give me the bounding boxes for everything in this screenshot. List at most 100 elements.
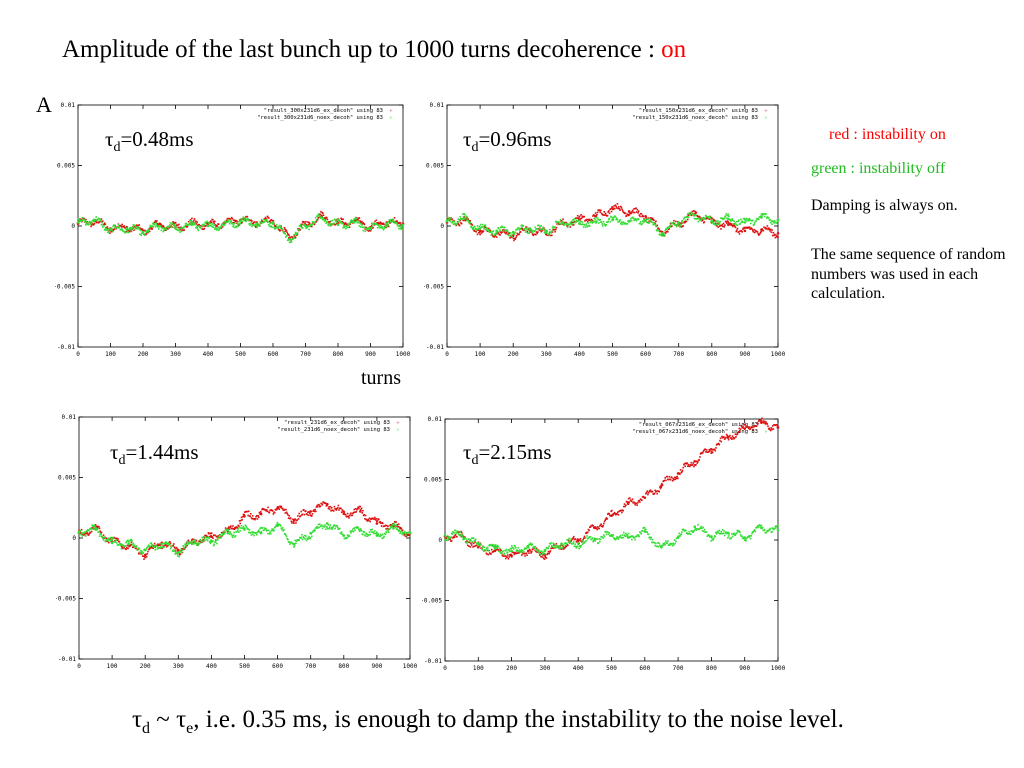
legend-entry: "result_231d6_ex_decoh" using 83 xyxy=(284,420,390,426)
marker xyxy=(579,218,582,220)
marker xyxy=(360,530,363,532)
marker xyxy=(207,224,210,227)
marker xyxy=(704,448,707,450)
marker xyxy=(541,556,544,558)
marker xyxy=(77,220,80,223)
marker xyxy=(621,534,624,536)
marker xyxy=(347,535,350,538)
marker xyxy=(230,216,233,219)
marker xyxy=(157,543,159,545)
marker xyxy=(671,544,674,547)
marker xyxy=(107,228,110,231)
legend-entry: "result_300x231d6_noex_decoh" using 83 xyxy=(257,115,383,121)
marker xyxy=(342,218,344,220)
marker xyxy=(216,539,219,541)
marker xyxy=(502,555,505,557)
marker xyxy=(324,524,326,526)
marker xyxy=(558,546,561,548)
marker xyxy=(482,230,485,232)
marker xyxy=(105,229,107,231)
marker xyxy=(133,224,136,227)
marker xyxy=(129,228,131,231)
marker xyxy=(586,218,588,221)
marker xyxy=(589,221,592,224)
marker xyxy=(604,214,606,216)
marker xyxy=(641,529,644,532)
marker xyxy=(728,223,731,226)
data-point xyxy=(693,525,697,528)
marker xyxy=(614,204,617,207)
marker xyxy=(117,223,120,226)
marker xyxy=(389,219,391,221)
marker xyxy=(617,538,620,540)
marker xyxy=(721,528,724,531)
marker xyxy=(133,229,135,232)
data-point xyxy=(375,522,379,525)
marker xyxy=(667,540,669,542)
marker xyxy=(238,531,240,533)
marker xyxy=(213,222,215,224)
marker xyxy=(288,238,290,240)
legend-entry: "result_231d6_noex_decoh" using 83 xyxy=(277,427,390,433)
marker xyxy=(454,529,457,532)
marker xyxy=(92,528,95,530)
marker xyxy=(160,224,163,226)
marker xyxy=(773,220,776,222)
marker xyxy=(472,546,474,548)
marker xyxy=(134,228,137,230)
marker xyxy=(746,220,748,222)
marker xyxy=(330,509,332,512)
marker xyxy=(216,228,219,230)
marker xyxy=(374,223,377,226)
marker xyxy=(124,231,127,234)
data-point xyxy=(510,549,513,553)
x-tick-label: 800 xyxy=(706,351,717,358)
marker xyxy=(639,531,642,534)
marker xyxy=(661,482,663,485)
marker xyxy=(748,226,751,228)
marker xyxy=(579,223,582,226)
marker xyxy=(270,530,273,532)
marker xyxy=(598,209,601,211)
marker xyxy=(616,513,618,515)
chart-panel-4: 0.01 0.005 0 -0.005 -0.01 0 100 200 300 400 500 600… xyxy=(422,412,786,676)
marker xyxy=(228,222,231,225)
marker xyxy=(260,218,263,221)
marker xyxy=(643,526,646,529)
marker xyxy=(493,545,496,547)
marker xyxy=(370,528,372,531)
marker xyxy=(215,225,217,228)
marker xyxy=(178,226,181,229)
marker xyxy=(605,533,608,536)
marker xyxy=(727,536,729,539)
marker xyxy=(188,223,191,225)
marker xyxy=(632,217,635,220)
marker xyxy=(213,224,215,226)
marker xyxy=(386,528,389,531)
marker xyxy=(391,218,394,221)
x-tick-label: 700 xyxy=(673,665,684,672)
marker xyxy=(218,228,221,230)
marker xyxy=(609,220,611,223)
marker xyxy=(280,226,283,228)
marker xyxy=(190,539,193,541)
marker xyxy=(633,211,636,214)
marker xyxy=(725,221,728,223)
marker xyxy=(284,233,286,235)
marker xyxy=(452,535,455,538)
marker xyxy=(284,512,287,514)
marker xyxy=(679,473,681,475)
marker xyxy=(118,226,120,229)
marker xyxy=(264,218,266,220)
marker xyxy=(232,536,234,539)
marker xyxy=(560,223,562,225)
marker xyxy=(200,227,202,230)
marker xyxy=(533,230,536,233)
marker xyxy=(376,531,378,533)
marker xyxy=(485,227,488,229)
marker xyxy=(641,223,643,225)
marker xyxy=(633,501,635,503)
marker xyxy=(240,519,242,522)
marker xyxy=(178,227,181,230)
marker xyxy=(743,217,745,220)
